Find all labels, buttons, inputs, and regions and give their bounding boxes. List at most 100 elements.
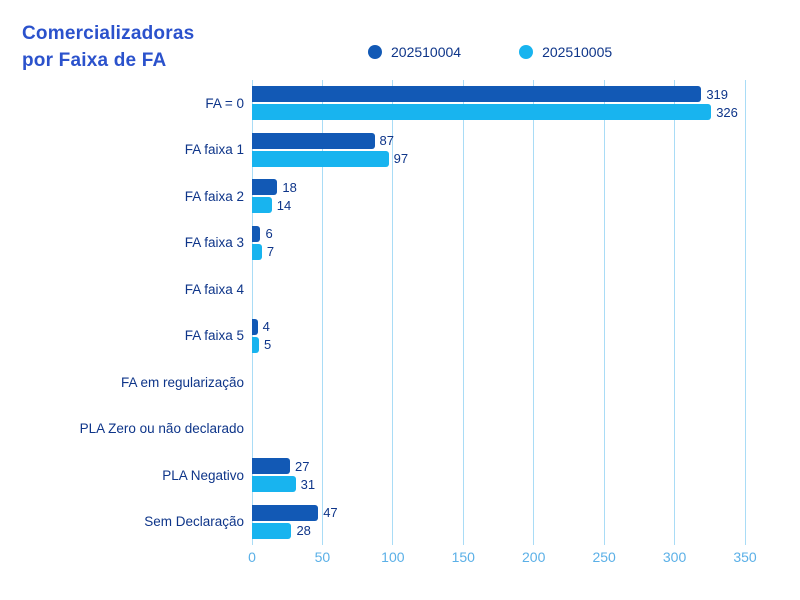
bar-line: 31	[252, 476, 745, 493]
chart-row: FA faixa 4	[0, 266, 745, 313]
category-label: PLA Negativo	[162, 467, 244, 483]
bar-value-label: 5	[264, 337, 272, 353]
chart-row: FA em regularização	[0, 359, 745, 406]
bar-line	[252, 412, 745, 428]
bar-value-label: 4	[262, 319, 270, 335]
chart-row: FA = 0 319 326	[0, 80, 745, 127]
legend: 202510004 202510005	[368, 44, 612, 60]
bar-line: 87	[252, 132, 745, 149]
bar-202510004	[252, 504, 319, 521]
bar-line	[252, 272, 745, 288]
chart-row: PLA Negativo 27 31	[0, 452, 745, 499]
bar-202510005	[252, 476, 296, 493]
bar-202510005	[252, 243, 262, 260]
category-label: FA faixa 4	[184, 281, 244, 297]
bar-line: 6	[252, 225, 745, 242]
gridline	[462, 80, 464, 545]
bar-202510004	[252, 318, 258, 335]
bar-202510004	[252, 458, 291, 475]
bar-line: 326	[252, 104, 745, 121]
category-label: FA faixa 3	[184, 235, 244, 251]
x-tick-label: 150	[451, 549, 475, 565]
category-label: FA faixa 1	[184, 142, 244, 158]
chart-rows: FA = 0 319 326 FA faixa 1 87 97 FA faixa 2 18 14…	[0, 80, 745, 545]
bar-value-label: 18	[282, 179, 297, 195]
bar-202510004	[252, 86, 702, 103]
category-label: FA em regularização	[120, 374, 244, 390]
category-label: PLA Zero ou não declarado	[79, 421, 244, 437]
chart-row: Sem Declaração 47 28	[0, 499, 745, 546]
x-tick-label: 0	[248, 549, 256, 565]
bar-value-label: 87	[379, 133, 394, 149]
x-tick-label: 300	[662, 549, 687, 565]
bar-value-label: 7	[266, 244, 275, 260]
bar-value-label: 27	[295, 458, 310, 474]
gridline	[251, 80, 253, 545]
legend-label-202510005: 202510005	[542, 44, 613, 60]
gridline	[674, 80, 676, 545]
bar-line	[252, 383, 745, 399]
x-tick-label: 100	[381, 549, 405, 565]
category-label: FA = 0	[205, 95, 244, 111]
chart-title-line1: Comercializadoras	[22, 23, 195, 44]
gridlines	[251, 80, 746, 545]
bar-value-label: 31	[300, 476, 316, 492]
bar-value-label: 14	[276, 197, 292, 213]
bar-202510005	[252, 104, 712, 121]
bar-202510004	[252, 225, 261, 242]
bar-line: 14	[252, 197, 745, 214]
bar-group	[252, 266, 745, 313]
gridline	[603, 80, 605, 545]
chart-row: FA faixa 1 87 97	[0, 127, 745, 174]
legend-item-202510005: 202510005	[519, 44, 612, 60]
bar-line: 4	[252, 318, 745, 335]
chart-title: Comercializadoras por Faixa de FA	[22, 20, 194, 74]
bar-202510004	[252, 132, 375, 149]
bar-line	[252, 430, 745, 446]
bar-202510005	[252, 336, 260, 353]
bar-group: 27 31	[252, 452, 745, 499]
chart-row: PLA Zero ou não declarado	[0, 406, 745, 453]
x-tick-label: 350	[733, 549, 757, 565]
gridline	[392, 80, 394, 545]
bar-line: 5	[252, 336, 745, 353]
bar-line: 97	[252, 150, 745, 167]
bar-group: 319 326	[252, 80, 745, 127]
bar-line: 18	[252, 179, 745, 196]
bar-line	[252, 290, 745, 306]
chart-title-line2: por Faixa de FA	[22, 50, 167, 71]
bar-group: 87 97	[252, 127, 745, 174]
legend-dot-icon-202510005	[519, 45, 534, 59]
legend-label-202510004: 202510004	[391, 44, 462, 60]
bar-group	[252, 406, 745, 453]
x-axis-ticks: 0 50 100 150 200 250 300 350	[248, 549, 757, 569]
bar-line	[252, 365, 745, 381]
bar-line: 7	[252, 243, 745, 260]
bar-line: 27	[252, 458, 745, 475]
bar-line: 319	[252, 86, 745, 103]
bar-value-label: 326	[716, 104, 738, 120]
bar-value-label: 319	[706, 86, 729, 102]
bar-202510005	[252, 150, 389, 167]
bar-value-label: 97	[393, 151, 409, 167]
chart-row: FA faixa 2 18 14	[0, 173, 745, 220]
gridline	[533, 80, 535, 545]
bar-group: 18 14	[252, 173, 745, 220]
bar-group: 47 28	[252, 499, 745, 546]
bar-line: 28	[252, 522, 745, 539]
bar-value-label: 28	[296, 523, 311, 539]
bar-202510005	[252, 197, 272, 214]
bar-value-label: 6	[265, 226, 273, 242]
x-tick-label: 200	[522, 549, 546, 565]
legend-dot-icon-202510004	[368, 45, 382, 59]
x-tick-label: 250	[592, 549, 616, 565]
bar-202510005	[252, 522, 292, 539]
gridline	[321, 80, 323, 545]
bar-group	[252, 359, 745, 406]
category-label: Sem Declaração	[144, 514, 244, 530]
